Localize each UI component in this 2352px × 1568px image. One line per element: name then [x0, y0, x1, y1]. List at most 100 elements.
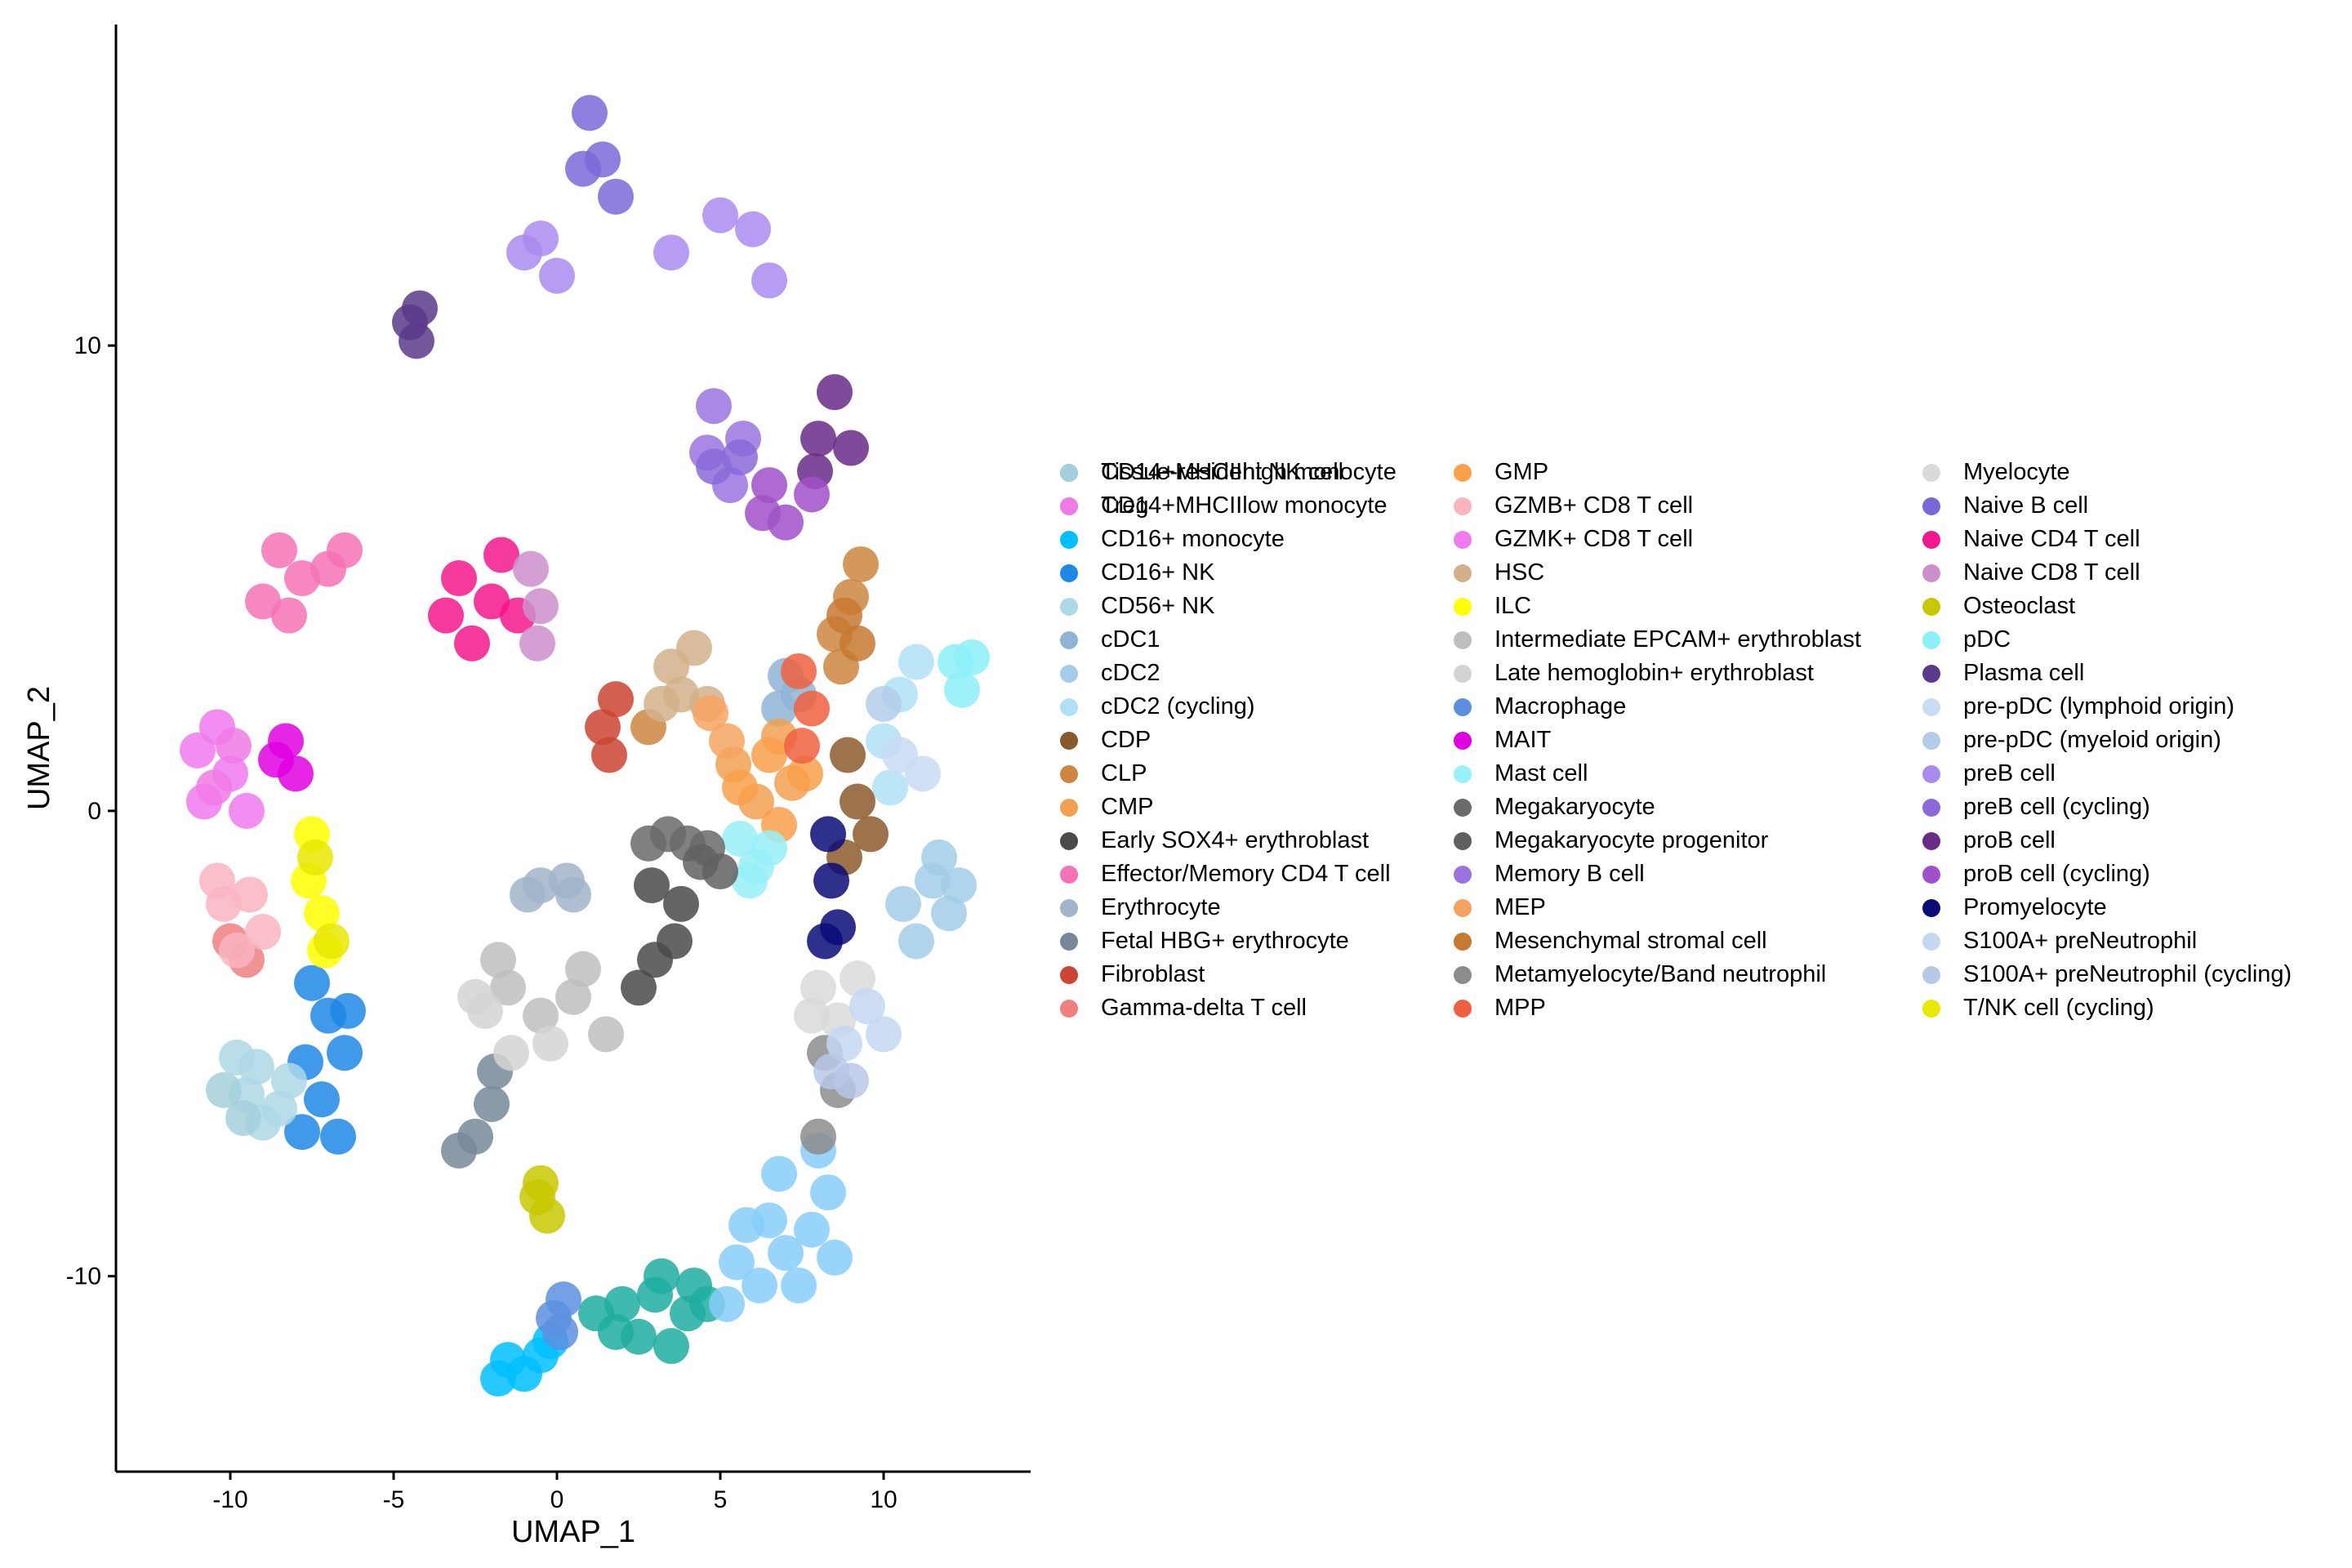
series-group [245, 532, 363, 634]
scatter-point [751, 262, 787, 299]
legend-swatch [1454, 697, 1472, 716]
series-group [826, 597, 875, 662]
legend-item: pre-pDC (myeloid origin) [1922, 724, 2221, 757]
legend-label: CDP [1101, 727, 1152, 753]
scatter-point [840, 625, 875, 662]
scatter-point [833, 430, 869, 466]
legend-item: Metamyelocyte/Band neutrophil [1454, 958, 1826, 991]
series-group [457, 978, 568, 1071]
scatter-point [944, 671, 980, 708]
legend-label: Macrophage [1494, 693, 1627, 719]
scatter-point [781, 1267, 817, 1304]
legend-item: Mesenchymal stromal cell [1454, 924, 1767, 958]
legend-label: HSC [1494, 559, 1545, 586]
scatter-point [751, 467, 787, 504]
legend-item: GZMK+ CD8 T cell [1454, 523, 1693, 556]
legend-swatch [1060, 564, 1078, 582]
legend-item: Naive B cell [1922, 489, 2088, 523]
x-tick-label: -5 [383, 1486, 405, 1513]
scatter-point [523, 997, 559, 1034]
legend-item: Promyelocyte [1922, 891, 2107, 924]
legend-item: Erythrocyte [1060, 891, 1221, 924]
x-tick-label: 0 [550, 1486, 564, 1513]
legend-item: Fibroblast [1060, 958, 1205, 991]
series-group [797, 374, 869, 489]
scatter-point [634, 867, 670, 904]
legend-label: MEP [1494, 894, 1546, 920]
scatter-point [905, 755, 941, 792]
scatter-point [399, 323, 434, 359]
series-group [813, 1053, 869, 1099]
legend-label: Naive CD4 T cell [1963, 526, 2140, 552]
scatter-point [745, 495, 781, 532]
scatter-point [794, 690, 830, 727]
scatter-point [271, 597, 307, 634]
scatter-point [261, 1090, 297, 1127]
scatter-point [696, 388, 732, 425]
series-group [938, 639, 990, 708]
legend-swatch [1922, 731, 1940, 750]
series-group [585, 681, 634, 773]
scatter-point [722, 769, 758, 806]
series-group [696, 439, 758, 485]
series-group [866, 644, 934, 806]
legend-item: Late hemoglobin+ erythroblast [1454, 657, 1814, 690]
scatter-point [542, 1314, 578, 1351]
legend-swatch [1922, 463, 1940, 482]
legend-swatch [1454, 798, 1472, 817]
scatter-point [722, 821, 758, 858]
scatter-point [761, 690, 797, 727]
legend-label: Gamma-delta T cell [1101, 995, 1307, 1021]
scatter-point [653, 1328, 689, 1365]
scatter-point [921, 839, 957, 875]
scatter-point [493, 1035, 529, 1071]
legend-item: pDC [1922, 623, 2011, 657]
legend-label: pre-pDC (myeloid origin) [1963, 727, 2221, 753]
legend-item: HSC [1454, 556, 1544, 590]
legend-label: MPP [1494, 995, 1546, 1021]
scatter-point [539, 257, 575, 294]
scatter-point [800, 969, 836, 1006]
series-group [866, 685, 902, 722]
scatter-point [585, 709, 621, 746]
legend-label: Megakaryocyte [1494, 794, 1655, 820]
legend-label: Late hemoglobin+ erythroblast [1494, 660, 1814, 686]
legend-swatch [1922, 932, 1940, 951]
scatter-point [709, 723, 745, 760]
scatter-point [885, 885, 921, 922]
scatter-point [428, 597, 464, 634]
series-group [206, 1071, 261, 1136]
scatter-point [898, 923, 934, 960]
legend: CD14+MHCIIhigh monocyte CD14+MHCIIlow mon… [1060, 456, 2334, 1068]
legend-item: Effector/Memory CD4 T cell [1060, 858, 1391, 891]
legend-swatch [1060, 798, 1078, 817]
scatter-point [794, 1211, 830, 1248]
scatter-point [196, 769, 232, 806]
scatter-point [728, 1207, 764, 1244]
legend-swatch [1454, 731, 1472, 750]
legend-swatch [1922, 530, 1940, 549]
series-group [536, 1281, 581, 1351]
legend-swatch [1454, 898, 1472, 917]
legend-label: Naive CD8 T cell [1963, 559, 2140, 586]
x-tick-label: -10 [212, 1486, 247, 1513]
legend-item: Osteoclast [1922, 590, 2075, 623]
legend-label: Fibroblast [1101, 961, 1205, 987]
scatter-point [523, 588, 559, 625]
series-group [506, 197, 787, 299]
scatter-point [480, 1361, 516, 1397]
scatter-point [555, 876, 591, 913]
legend-label: S100A+ preNeutrophil (cycling) [1963, 961, 2292, 987]
legend-swatch [1454, 497, 1472, 515]
legend-item: T/NK cell (cycling) [1922, 991, 2154, 1025]
legend-item: Mast cell [1454, 757, 1588, 791]
legend-label: cDC2 [1101, 660, 1160, 686]
scatter-point [853, 816, 889, 853]
scatter-point [676, 1267, 712, 1304]
legend-label: Osteoclast [1963, 593, 2075, 619]
legend-item: Tissue-resident NK cell [1060, 456, 1343, 489]
scatter-point [245, 914, 281, 951]
legend-label: pDC [1963, 626, 2011, 653]
legend-swatch [1454, 664, 1472, 683]
series-group [781, 653, 830, 764]
